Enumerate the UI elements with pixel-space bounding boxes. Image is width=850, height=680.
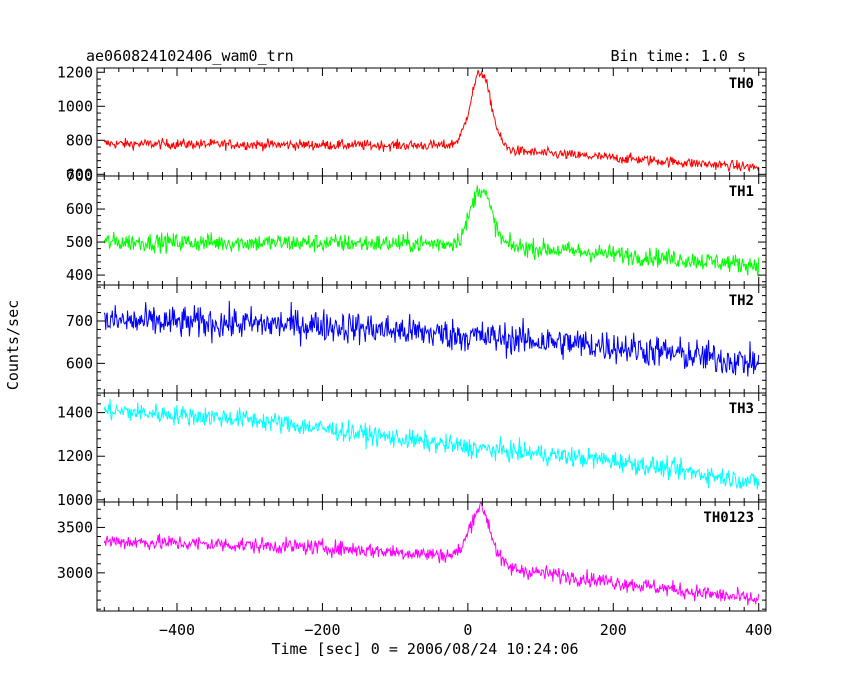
y-tick-label: 1000 — [57, 97, 93, 115]
panels-group: 60080010001200TH0400500600700TH1600700TH… — [57, 63, 772, 639]
y-tick-label: 1400 — [57, 404, 93, 422]
panel-label-th2: TH2 — [729, 293, 754, 309]
panel-th3: 1000 1200 1400 TH3 — [57, 392, 767, 509]
panel-label-th3: TH3 — [729, 401, 754, 417]
y-tick-label: 700 — [66, 167, 93, 185]
y-tick-label: 700 — [66, 312, 93, 330]
y-tick-label: 500 — [66, 233, 93, 251]
plot-header-title: ae060824102406_wam0_trn — [86, 47, 294, 65]
panel-th0123: 3000 3500 TH0123 — [57, 501, 767, 612]
x-tick-label: −400 — [159, 621, 195, 639]
panel-frame — [96, 175, 767, 286]
x-tick-label: −200 — [304, 621, 340, 639]
y-tick-label: 600 — [66, 354, 93, 372]
x-axis-label: Time [sec] 0 = 2006/08/24 10:24:06 — [271, 640, 578, 658]
x-tick-label: 200 — [600, 621, 627, 639]
y-tick-label: 3500 — [57, 518, 93, 536]
y-tick-label: 1200 — [57, 63, 93, 81]
series-line-th1 — [103, 185, 760, 277]
x-tick-label: 0 — [463, 621, 472, 639]
panel-frame — [96, 501, 767, 612]
panel-frame — [96, 392, 767, 503]
panel-label-th1: TH1 — [729, 184, 754, 200]
y-tick-label: 1000 — [57, 491, 93, 509]
y-tick-label: 600 — [66, 165, 93, 183]
panel-th0: 600 800 1000 1200 TH0 — [57, 63, 767, 183]
y-axis-label: Counts/sec — [4, 300, 22, 390]
panel-th2: 600 700 TH2 — [66, 284, 767, 394]
bin-time-label: Bin time: 1.0 s — [611, 47, 746, 65]
y-tick-label: 800 — [66, 131, 93, 149]
panel-frame — [96, 284, 767, 394]
y-tick-label: 3000 — [57, 564, 93, 582]
y-tick-label: 600 — [66, 200, 93, 218]
series-line-th0 — [103, 69, 760, 173]
series-line-th3 — [103, 399, 760, 490]
y-tick-label: 400 — [66, 266, 93, 284]
panel-frame — [96, 67, 767, 177]
series-line-th2 — [103, 300, 760, 377]
x-tick-label: 400 — [745, 621, 772, 639]
y-tick-label: 1200 — [57, 447, 93, 465]
panel-label-th0: TH0 — [729, 76, 754, 92]
series-line-th0123 — [103, 502, 760, 606]
panel-label-th0123: TH0123 — [703, 510, 754, 526]
